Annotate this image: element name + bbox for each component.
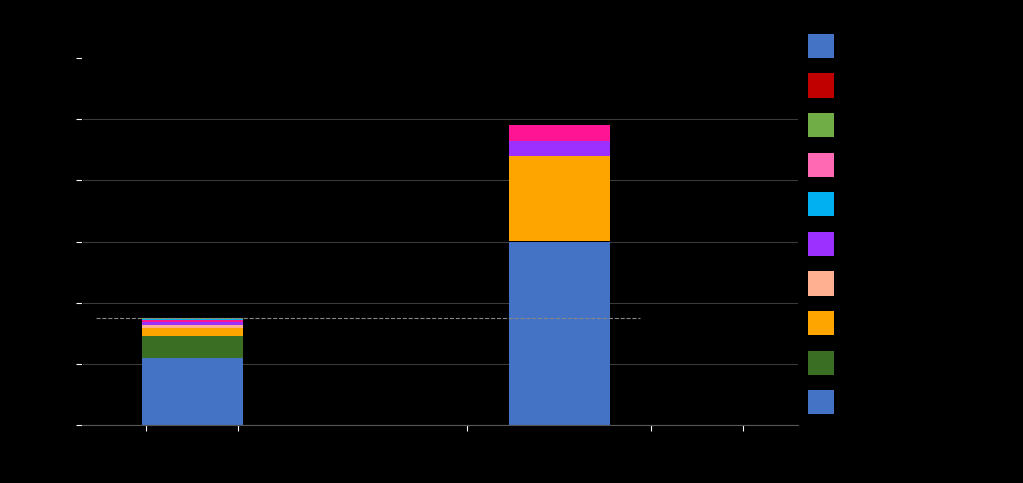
Bar xyxy=(141,318,242,319)
Bar xyxy=(141,325,242,328)
Bar xyxy=(141,328,242,336)
Bar xyxy=(141,319,242,320)
Bar xyxy=(508,141,610,156)
Bar xyxy=(508,242,610,425)
Bar xyxy=(141,322,242,325)
Bar xyxy=(141,358,242,425)
Bar xyxy=(508,156,610,242)
Text: Fler källor inkluderade än i svenska studier: Fler källor inkluderade än i svenska stu… xyxy=(190,14,669,33)
Bar xyxy=(141,336,242,358)
Bar xyxy=(508,125,610,141)
Bar xyxy=(141,320,242,322)
